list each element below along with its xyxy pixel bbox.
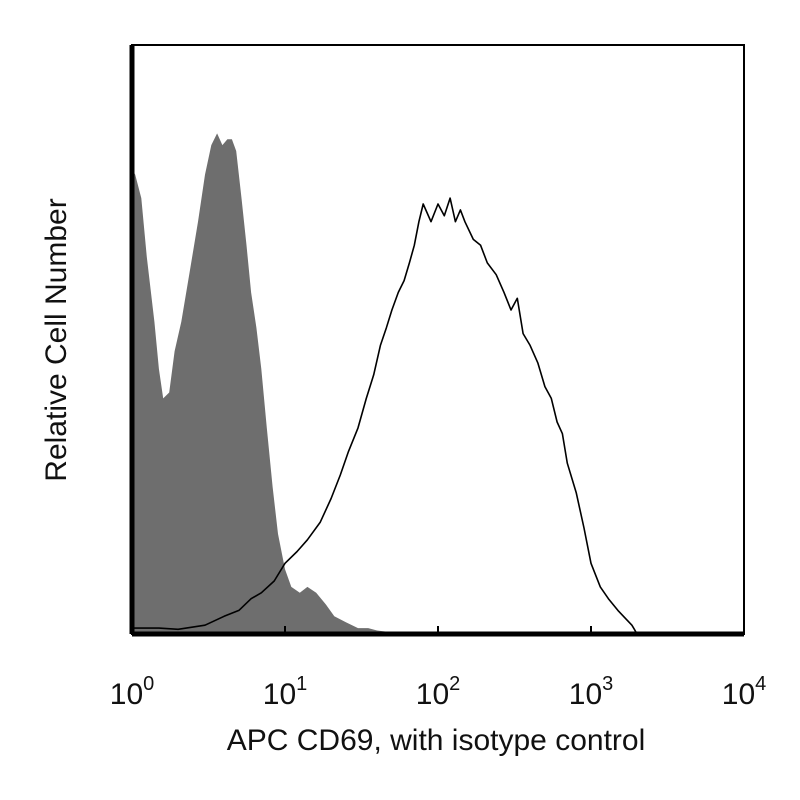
isotype-control-filled-histogram — [132, 133, 415, 634]
x-tick-label: 102 — [416, 673, 461, 711]
series-layer — [132, 133, 638, 635]
x-axis-label: APC CD69, with isotype control — [227, 724, 646, 757]
cd69-outline-histogram — [132, 197, 638, 635]
x-tick-label: 103 — [569, 673, 614, 711]
x-tick-label: 104 — [722, 673, 767, 711]
y-axis-label: Relative Cell Number — [40, 198, 73, 481]
x-tick-label: 100 — [110, 673, 155, 711]
x-tick-layer: 100 101 102 103 104 — [110, 626, 767, 711]
x-tick-label: 101 — [263, 673, 308, 711]
